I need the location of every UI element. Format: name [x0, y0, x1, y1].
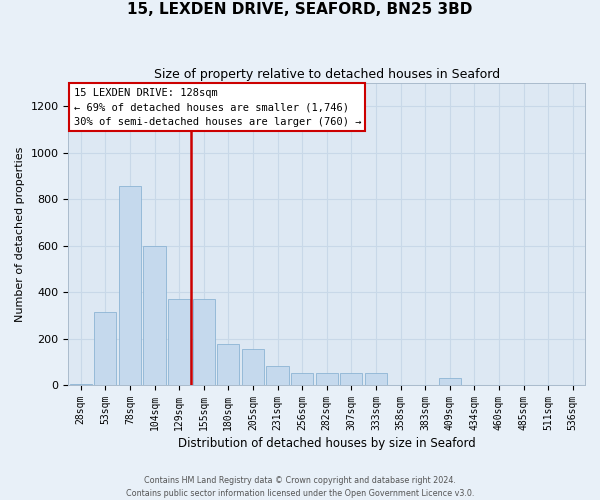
Bar [193, 299, 215, 385]
Bar [242, 349, 264, 385]
Text: 15 LEXDEN DRIVE: 128sqm
← 69% of detached houses are smaller (1,746)
30% of semi: 15 LEXDEN DRIVE: 128sqm ← 69% of detache… [74, 88, 361, 127]
Text: Contains HM Land Registry data © Crown copyright and database right 2024.
Contai: Contains HM Land Registry data © Crown c… [126, 476, 474, 498]
Bar [217, 344, 239, 385]
Y-axis label: Number of detached properties: Number of detached properties [15, 146, 25, 322]
Bar [168, 299, 190, 385]
Bar [119, 186, 141, 385]
Title: Size of property relative to detached houses in Seaford: Size of property relative to detached ho… [154, 68, 500, 80]
Bar [70, 384, 92, 385]
Bar [316, 374, 338, 385]
Bar [94, 312, 116, 385]
Bar [439, 378, 461, 385]
X-axis label: Distribution of detached houses by size in Seaford: Distribution of detached houses by size … [178, 437, 476, 450]
Bar [340, 374, 362, 385]
Bar [266, 366, 289, 385]
Text: 15, LEXDEN DRIVE, SEAFORD, BN25 3BD: 15, LEXDEN DRIVE, SEAFORD, BN25 3BD [127, 2, 473, 18]
Bar [365, 374, 387, 385]
Bar [143, 246, 166, 385]
Bar [291, 374, 313, 385]
